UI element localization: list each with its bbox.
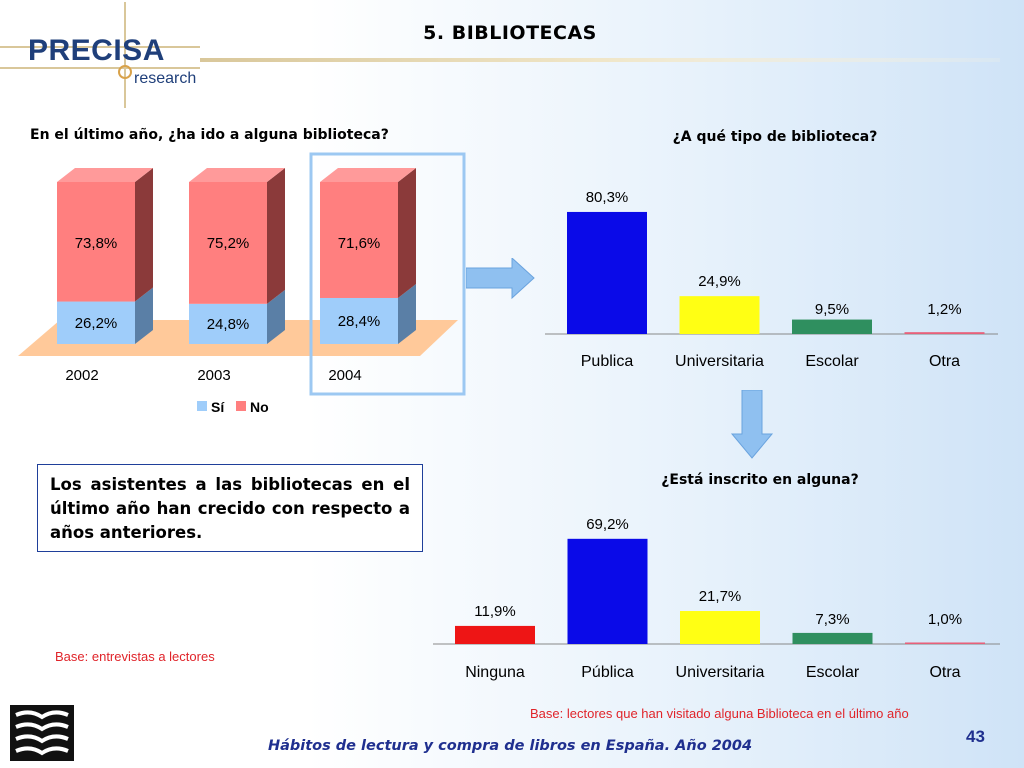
chart1-bar-side-si-2003 xyxy=(267,289,285,344)
chart1-bar-side-si-2004 xyxy=(398,283,416,344)
chart3-data-label: 1,0% xyxy=(928,611,962,628)
chart1-bar-no-2002 xyxy=(57,182,135,302)
base-note-right: Base: lectores que han visitado alguna B… xyxy=(530,706,909,721)
chart1-title: En el último año, ¿ha ido a alguna bibli… xyxy=(30,127,389,143)
logo-subtitle: research xyxy=(134,70,197,87)
chart1-data-label: 73,8% xyxy=(75,235,118,252)
chart3-bar-otra xyxy=(905,642,985,644)
header-lines xyxy=(0,2,1000,108)
chart3-data-label: 7,3% xyxy=(815,611,849,628)
chart1-bar-side-si-2002 xyxy=(135,287,153,344)
chart1-bar-si-2003 xyxy=(189,303,267,344)
chart1-bar-si-2004 xyxy=(320,297,398,344)
chart2-data-label: 9,5% xyxy=(815,301,849,318)
chart3-tick-label: Universitaria xyxy=(676,664,765,681)
chart1-data-label: 26,2% xyxy=(75,315,118,332)
slide-title: 5. BIBLIOTECAS xyxy=(423,22,597,44)
chart1-tick-label: 2003 xyxy=(197,367,230,384)
chart2-bar-universitaria xyxy=(679,296,760,334)
chart3-data-label: 11,9% xyxy=(474,603,515,620)
chart-library-visits: 26,2% 73,8% 2002 24,8% 75,2% 2003 28,4% 71,6% 20… xyxy=(18,152,466,415)
chart3-data-label: 69,2% xyxy=(586,516,629,533)
chart1-highlight-box xyxy=(309,152,466,396)
chart3-tick-label: Otra xyxy=(929,664,960,681)
right-arrow-icon xyxy=(466,258,535,300)
chart2-tick-label: Otra xyxy=(929,353,960,370)
chart2-bar-otra xyxy=(904,332,985,334)
chart1-data-label: 28,4% xyxy=(338,313,381,330)
chart1-bar-top-2002 xyxy=(57,168,153,182)
chart2-title: ¿A qué tipo de biblioteca? xyxy=(672,129,878,145)
chart2-data-label: 24,9% xyxy=(698,273,741,290)
logo: PRECISA xyxy=(28,34,165,67)
chart3-tick-label: Escolar xyxy=(806,664,860,681)
conclusion-note: Los asistentes a las bibliotecas en el ú… xyxy=(37,464,423,552)
chart3-data-label: 21,7% xyxy=(699,588,742,605)
chart1-bar-side-no-2003 xyxy=(267,168,285,304)
chart3-tick-label: Ninguna xyxy=(465,664,525,681)
down-arrow-icon xyxy=(730,390,774,459)
chart3-title: ¿Está inscrito en alguna? xyxy=(661,472,859,488)
legend-swatch-si xyxy=(197,401,207,411)
chart3-bar-universitaria xyxy=(680,611,760,644)
page-number: 43 xyxy=(966,727,985,746)
chart1-bar-top-2004 xyxy=(320,168,416,182)
chart1-bar-si-2002 xyxy=(57,301,135,344)
chart2-tick-label: Escolar xyxy=(805,353,859,370)
chart-library-type: 80,3% Publica 24,9% Universitaria 9,5% Escola… xyxy=(545,189,998,370)
chart1-bar-no-2004 xyxy=(320,182,398,298)
chart2-data-label: 80,3% xyxy=(586,189,629,206)
chart2-bar-escolar xyxy=(792,319,872,334)
chart-library-registration: 11,9% Ninguna 69,2% Pública 21,7% Universitar… xyxy=(433,516,1000,681)
logo-crosshair-icon xyxy=(118,65,132,79)
footer-title: Hábitos de lectura y compra de libros en… xyxy=(267,738,753,754)
legend-label-si: Sí xyxy=(211,399,225,415)
chart1-bar-top-2003 xyxy=(189,168,285,182)
chart1-tick-label: 2004 xyxy=(328,367,361,384)
chart1-data-label: 75,2% xyxy=(207,235,250,252)
chart3-bar-escolar xyxy=(792,632,873,644)
chart2-bar-publica xyxy=(567,211,647,334)
chart2-data-label: 1,2% xyxy=(927,301,961,318)
chart2-tick-label: Publica xyxy=(581,353,634,370)
chart2-tick-label: Universitaria xyxy=(675,353,764,370)
chart3-tick-label: Pública xyxy=(581,664,634,681)
chart3-bar-pública xyxy=(567,538,648,644)
book-logo-icon xyxy=(10,705,74,761)
chart1-bar-side-no-2002 xyxy=(135,168,153,302)
chart1-data-label: 71,6% xyxy=(338,235,381,252)
chart1-bar-no-2003 xyxy=(189,182,267,304)
chart1-bar-side-no-2004 xyxy=(398,168,416,298)
chart3-bar-ninguna xyxy=(455,625,535,644)
legend-label-no: No xyxy=(250,399,269,415)
chart1-data-label: 24,8% xyxy=(207,316,250,333)
base-note-left: Base: entrevistas a lectores xyxy=(55,649,215,664)
chart1-tick-label: 2002 xyxy=(65,367,98,384)
legend-swatch-no xyxy=(236,401,246,411)
